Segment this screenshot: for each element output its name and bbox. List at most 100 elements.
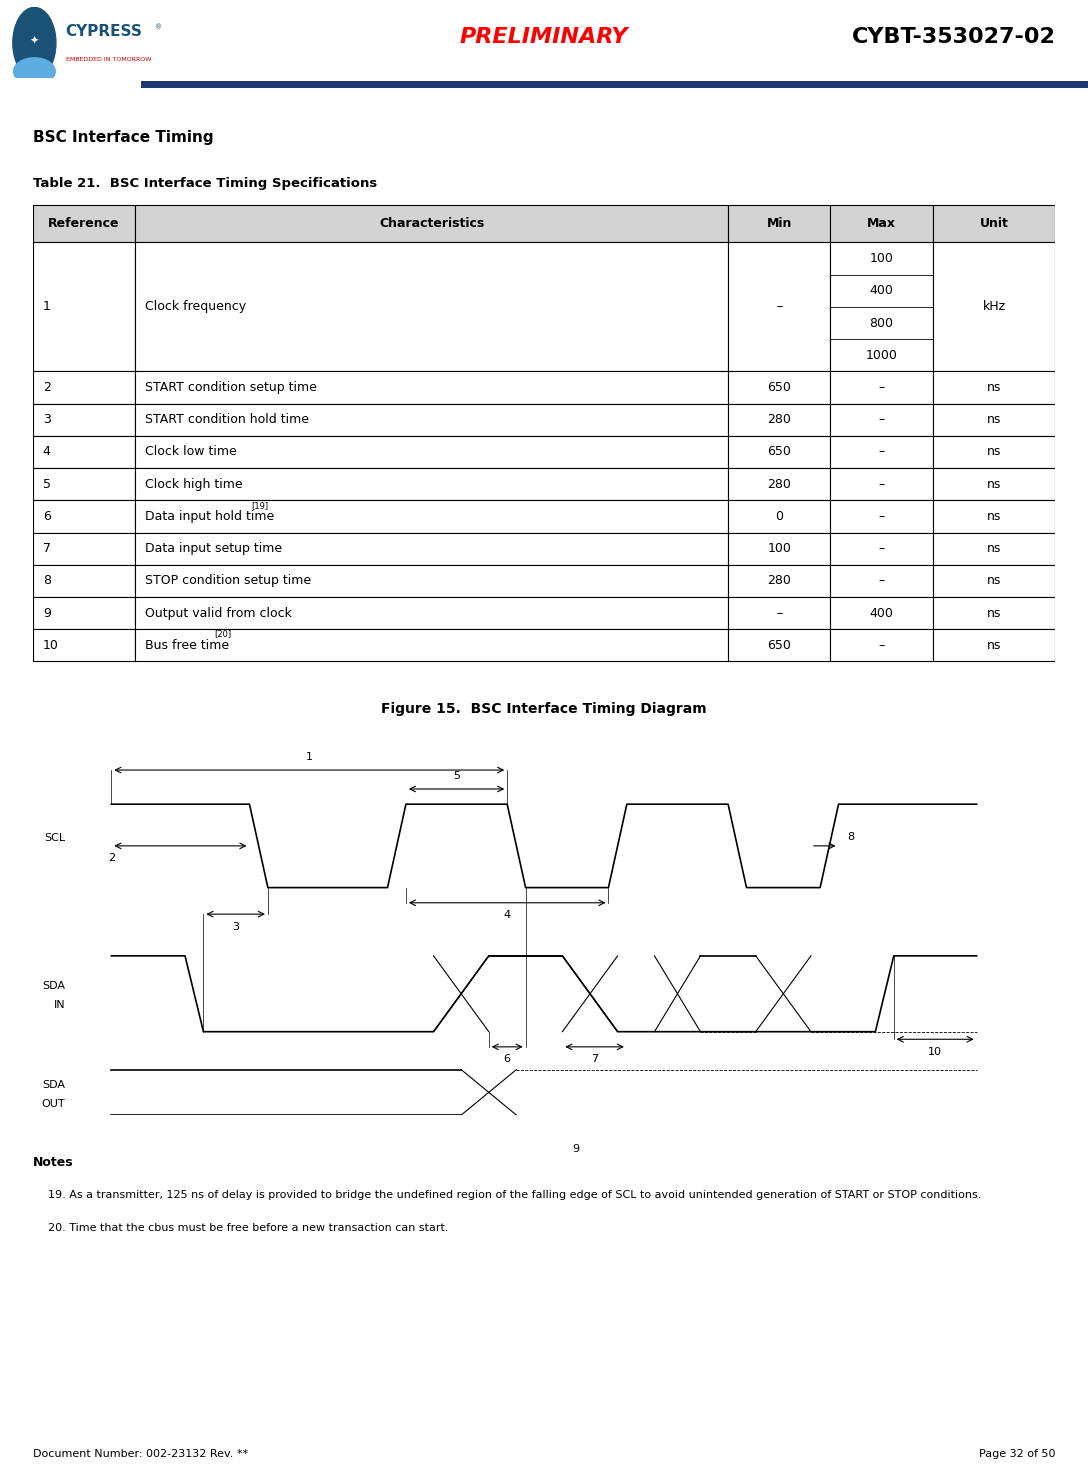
Bar bbox=[141, 81, 1088, 87]
Text: 9: 9 bbox=[572, 1144, 580, 1153]
Text: 20. Time that the cbus must be free before a new transaction can start.: 20. Time that the cbus must be free befo… bbox=[48, 1224, 448, 1233]
Text: Clock frequency: Clock frequency bbox=[145, 300, 246, 314]
Bar bbox=[728, 629, 830, 662]
Text: –: – bbox=[878, 445, 885, 459]
Text: –: – bbox=[878, 511, 885, 522]
Text: Page 32 of 50: Page 32 of 50 bbox=[979, 1449, 1055, 1459]
Text: 8: 8 bbox=[848, 832, 855, 842]
Text: 7: 7 bbox=[591, 1054, 598, 1064]
Text: 1000: 1000 bbox=[866, 349, 898, 361]
Text: Max: Max bbox=[867, 218, 897, 229]
Bar bbox=[135, 468, 728, 500]
Text: SDA: SDA bbox=[42, 1080, 65, 1089]
Text: –: – bbox=[878, 478, 885, 491]
Text: Clock high time: Clock high time bbox=[145, 478, 243, 491]
Text: –: – bbox=[878, 380, 885, 394]
Text: 280: 280 bbox=[767, 574, 791, 588]
Text: Output valid from clock: Output valid from clock bbox=[145, 607, 292, 620]
Bar bbox=[135, 500, 728, 533]
Text: SDA: SDA bbox=[42, 981, 65, 992]
Text: –: – bbox=[878, 542, 885, 555]
Bar bbox=[728, 468, 830, 500]
Text: Figure 15.  BSC Interface Timing Diagram: Figure 15. BSC Interface Timing Diagram bbox=[381, 702, 707, 716]
Bar bbox=[135, 629, 728, 662]
Bar bbox=[932, 371, 1055, 404]
Text: 2: 2 bbox=[108, 854, 115, 863]
Bar bbox=[728, 243, 830, 371]
Text: 4: 4 bbox=[504, 910, 510, 921]
Bar bbox=[830, 468, 932, 500]
Bar bbox=[33, 468, 135, 500]
Text: 7: 7 bbox=[42, 542, 51, 555]
Bar bbox=[932, 468, 1055, 500]
Text: Reference: Reference bbox=[48, 218, 120, 229]
Bar bbox=[932, 243, 1055, 371]
Text: 650: 650 bbox=[767, 639, 791, 651]
Text: 9: 9 bbox=[42, 607, 51, 620]
Bar bbox=[135, 596, 728, 629]
Bar bbox=[33, 404, 135, 435]
Text: ns: ns bbox=[987, 445, 1001, 459]
Bar bbox=[728, 533, 830, 565]
Bar bbox=[728, 435, 830, 468]
Bar bbox=[135, 533, 728, 565]
Bar bbox=[33, 243, 135, 371]
Text: 1: 1 bbox=[42, 300, 51, 314]
Bar bbox=[135, 371, 728, 404]
Text: 3: 3 bbox=[42, 413, 51, 426]
Text: Table 21.  BSC Interface Timing Specifications: Table 21. BSC Interface Timing Specifica… bbox=[33, 178, 376, 191]
Bar bbox=[932, 629, 1055, 662]
Bar bbox=[830, 371, 932, 404]
Text: 800: 800 bbox=[869, 317, 893, 330]
Text: 650: 650 bbox=[767, 445, 791, 459]
Text: 100: 100 bbox=[767, 542, 791, 555]
Text: IN: IN bbox=[53, 1000, 65, 1011]
Bar bbox=[135, 404, 728, 435]
Bar bbox=[932, 500, 1055, 533]
Text: 5: 5 bbox=[42, 478, 51, 491]
Text: 400: 400 bbox=[869, 607, 893, 620]
Text: Unit: Unit bbox=[979, 218, 1009, 229]
Text: 10: 10 bbox=[42, 639, 59, 651]
Text: Min: Min bbox=[767, 218, 792, 229]
Text: 280: 280 bbox=[767, 478, 791, 491]
Text: ns: ns bbox=[987, 639, 1001, 651]
Bar bbox=[728, 404, 830, 435]
Bar bbox=[932, 204, 1055, 243]
Bar bbox=[830, 204, 932, 243]
Text: 400: 400 bbox=[869, 284, 893, 297]
Text: 0: 0 bbox=[776, 511, 783, 522]
Bar bbox=[830, 565, 932, 596]
Text: ns: ns bbox=[987, 542, 1001, 555]
Bar bbox=[932, 565, 1055, 596]
Text: OUT: OUT bbox=[41, 1098, 65, 1109]
Text: Clock low time: Clock low time bbox=[145, 445, 237, 459]
Text: 3: 3 bbox=[232, 922, 239, 932]
Bar bbox=[135, 204, 728, 243]
Bar bbox=[135, 243, 728, 371]
Bar bbox=[830, 596, 932, 629]
Text: BSC Interface Timing: BSC Interface Timing bbox=[33, 130, 213, 145]
Bar bbox=[932, 435, 1055, 468]
Ellipse shape bbox=[13, 7, 55, 78]
Text: Characteristics: Characteristics bbox=[379, 218, 484, 229]
Bar bbox=[33, 204, 135, 243]
Text: Data input setup time: Data input setup time bbox=[145, 542, 282, 555]
Bar bbox=[33, 533, 135, 565]
Bar bbox=[932, 404, 1055, 435]
Text: ns: ns bbox=[987, 478, 1001, 491]
Text: ns: ns bbox=[987, 380, 1001, 394]
Text: ✦: ✦ bbox=[29, 36, 39, 46]
Text: kHz: kHz bbox=[982, 300, 1005, 314]
Text: EMBEDDED IN TOMORROW: EMBEDDED IN TOMORROW bbox=[65, 58, 151, 62]
Bar bbox=[33, 500, 135, 533]
Text: ®: ® bbox=[154, 25, 162, 31]
Text: 1: 1 bbox=[306, 752, 312, 762]
Bar bbox=[33, 596, 135, 629]
Text: 6: 6 bbox=[42, 511, 51, 522]
Text: –: – bbox=[776, 300, 782, 314]
Bar bbox=[830, 500, 932, 533]
Text: 8: 8 bbox=[42, 574, 51, 588]
Text: Notes: Notes bbox=[33, 1156, 73, 1169]
Text: 100: 100 bbox=[869, 252, 893, 265]
